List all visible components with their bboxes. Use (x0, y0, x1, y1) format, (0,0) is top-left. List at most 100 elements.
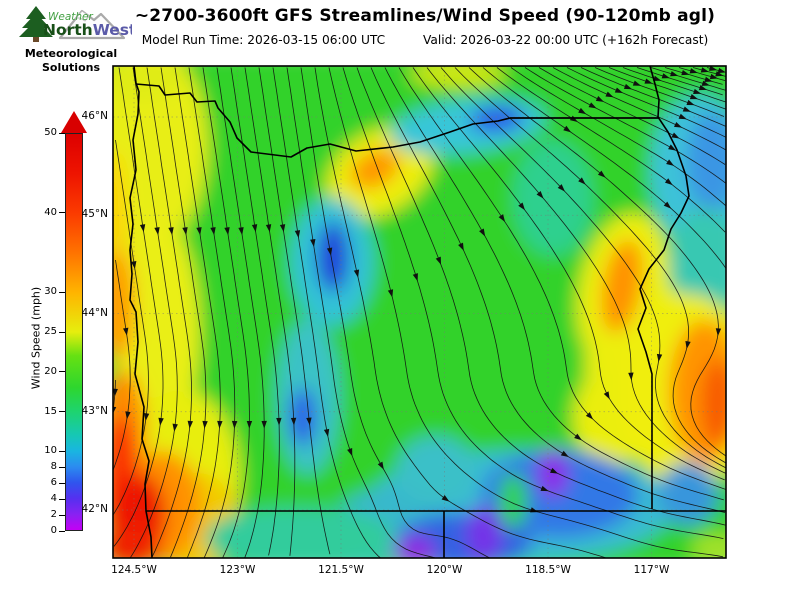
streamline (342, 67, 724, 539)
streamline (286, 67, 437, 558)
colorbar-tick-mark (59, 411, 65, 413)
streamline-arrowhead (290, 417, 297, 426)
streamline-arrowhead (377, 461, 384, 470)
streamline (398, 67, 726, 490)
streamline (412, 67, 725, 481)
streamline (230, 67, 280, 556)
streamline-arrowhead (347, 447, 353, 457)
colorbar-tick-mark (59, 530, 65, 532)
lon-tick-label: 123°W (219, 564, 256, 576)
state-borders-layer (129, 66, 726, 558)
colorbar-tick-label: 2 (50, 509, 57, 521)
colorbar-tick-label: 25 (44, 326, 57, 337)
streamline-arrowhead (557, 184, 565, 192)
border-path (133, 66, 137, 84)
streamline-arrowhead (605, 91, 614, 98)
streamline-arrowhead (671, 132, 680, 139)
wind-speed-heatmap (113, 66, 726, 558)
streamline-arrowhead (479, 228, 486, 237)
streamline-arrowhead (536, 190, 544, 199)
streamline (328, 67, 724, 558)
streamline (129, 67, 178, 558)
streamline (113, 379, 116, 414)
streamline-arrowhead (123, 327, 129, 336)
streamline-arrowhead (113, 406, 117, 414)
streamline-arrowhead (168, 227, 174, 236)
colorbar-tick-label: 0 (50, 525, 57, 536)
colorbar-tick-mark (59, 498, 65, 500)
logo-subtext-line1: Meteorological (24, 47, 118, 60)
streamline-arrowhead (698, 85, 708, 91)
streamline-arrowhead (585, 412, 594, 420)
streamline-arrowhead (310, 238, 316, 247)
colorbar-overflow-arrow (61, 111, 87, 133)
streamline-arrowhead (172, 423, 178, 432)
mountain-snowcap (74, 10, 90, 22)
streamline-arrowhead (353, 269, 360, 278)
colorbar-gradient (65, 133, 83, 531)
streamline (496, 67, 726, 233)
streamline-arrowhead (689, 94, 699, 100)
streamline (356, 67, 726, 526)
colorbar-tick-mark (59, 466, 65, 468)
streamline-arrowhead (653, 75, 662, 81)
streamline-arrowhead (412, 273, 418, 282)
streamline-arrowhead (202, 420, 208, 429)
logo-subtext-line2: Solutions (41, 60, 101, 74)
logo-word-west: West (93, 21, 132, 39)
streamline-arrowhead (323, 428, 330, 437)
colorbar-tick-label: 15 (44, 405, 57, 417)
streamline-arrowhead (644, 78, 653, 84)
streamline-arrowhead (131, 261, 137, 270)
streamline-arrowhead (700, 67, 709, 73)
streamline-arrowhead (139, 224, 146, 233)
streamline (426, 67, 726, 474)
streamline-arrowhead (441, 495, 450, 502)
streamline (622, 67, 726, 103)
streamline (188, 67, 236, 558)
streamline-arrowhead (498, 214, 506, 223)
streamline-arrowhead (670, 71, 679, 77)
colorbar-tick-label: 4 (50, 493, 57, 505)
svg-text:NorthWest: NorthWest (43, 21, 132, 39)
streamline-arrowhead (632, 80, 642, 86)
streamline (272, 67, 382, 558)
streamline-arrowhead (681, 69, 690, 76)
streamline-arrowhead (294, 230, 301, 239)
streamline-arrowhead (663, 201, 672, 209)
streamline-arrowhead (326, 247, 333, 256)
streamline (510, 67, 726, 207)
streamline-arrowhead (614, 87, 623, 94)
streamline-arrowhead (435, 256, 442, 265)
streamline-arrowhead (595, 96, 604, 102)
lat-tick-label: 46°N (81, 110, 108, 122)
streamline-arrowhead (673, 121, 683, 128)
border-path (637, 66, 690, 509)
streamline-arrowhead (628, 372, 634, 381)
colorbar-tick-label: 20 (44, 365, 57, 377)
streamline-arrowhead (210, 227, 216, 236)
streamline-arrowhead (251, 224, 258, 233)
streamline (113, 139, 149, 516)
lat-tick-label: 43°N (81, 404, 108, 417)
streamline-arrowhead (682, 106, 691, 112)
streamline (440, 67, 726, 469)
logo-word-weather: Weather (48, 11, 94, 23)
streamline (258, 67, 331, 555)
colorbar-tick-mark (59, 482, 65, 484)
streamline-arrowhead (715, 71, 724, 77)
page-title: ~2700-3600ft GFS Streamlines/Wind Speed … (134, 6, 716, 26)
streamline-arrowhead (709, 66, 718, 71)
streamline-arrowhead (182, 227, 188, 236)
weather-northwest-logo: Weather NorthWest Meteorological Solutio… (10, 4, 137, 75)
colorbar-tick-mark (59, 514, 65, 516)
streamline-arrowhead (666, 159, 675, 166)
streamline (552, 67, 726, 151)
streamline (538, 67, 726, 165)
streamline-arrowhead (709, 73, 718, 80)
streamline (300, 67, 491, 558)
colorbar-tick-label: 8 (50, 461, 57, 473)
streamline-arrowhead (306, 417, 312, 426)
